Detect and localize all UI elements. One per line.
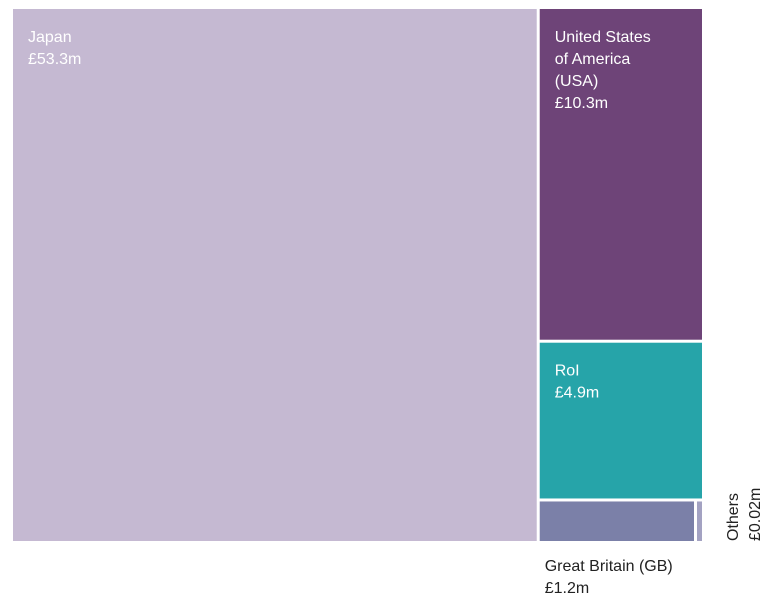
treemap-label-line: (USA) [555,73,599,90]
treemap-label-line: RoI [555,363,580,380]
treemap-label-line: Others [725,493,742,541]
treemap-label-line: £1.2m [545,580,589,594]
treemap-label-line: £0.02m [747,488,764,541]
treemap-label-line: £10.3m [555,95,608,112]
treemap-label-line: United States [555,29,651,46]
treemap-label-line: of America [555,51,631,68]
treemap-label-great-britain-gb: Great Britain (GB) £1.2m [545,558,673,594]
treemap-label-japan: Japan £53.3m [28,29,81,68]
treemap-label-line: £53.3m [28,51,81,68]
treemap-cell-others [697,501,702,541]
treemap-label-roi: RoI £4.9m [555,363,599,402]
treemap-label-line: £4.9m [555,385,599,402]
treemap-cell-great-britain-gb [539,501,694,541]
treemap-label-line: Great Britain (GB) [545,558,673,575]
treemap-label-united-states-of-america-usa: United States of America (USA) £10.3m [555,29,651,112]
treemap-label-others: Others £0.02m [725,488,764,541]
treemap-cell-united-states-of-america-usa [539,9,702,340]
treemap-cell-japan [13,9,537,541]
treemap-cell-roi [539,342,702,499]
treemap-label-line: Japan [28,29,72,46]
